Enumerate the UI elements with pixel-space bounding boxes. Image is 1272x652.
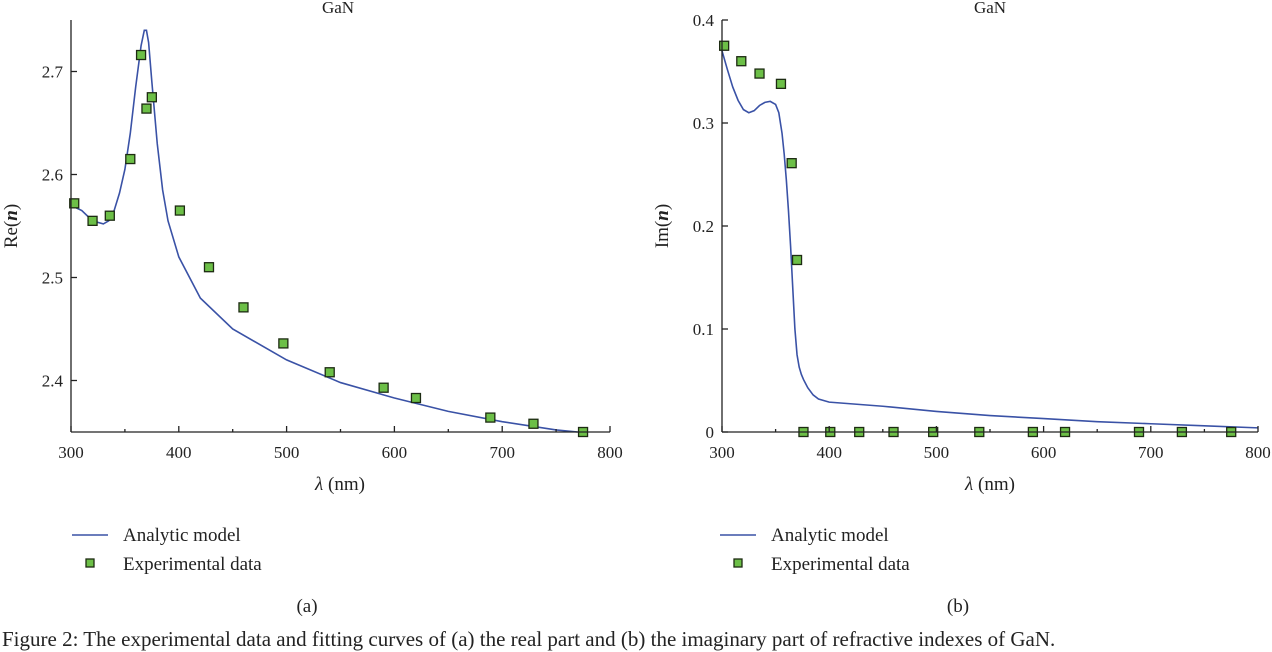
panel-a-label: (a): [296, 596, 317, 617]
panel-b-x-tick-label: 600: [1031, 443, 1057, 462]
panel-a-legend: Analytic model Experimental data: [72, 525, 262, 575]
panel-b-y-tick-label: 0.2: [693, 217, 714, 236]
panel-b-legend-marker-swatch: [733, 558, 743, 568]
panel-a-x-axis-title: λ (nm): [314, 474, 365, 495]
panel-a-data-point: [174, 205, 186, 216]
panel-a-y-tick-label: 2.4: [42, 372, 64, 391]
panel-b-x-tick-label: 500: [924, 443, 950, 462]
panel-b-y-axis-var: n: [652, 210, 673, 221]
panel-a-data-point: [125, 153, 136, 165]
panel-b-y-tick-label: 0: [706, 423, 715, 442]
panel-b-title: GaN: [974, 0, 1006, 17]
panel-b-y-tick-label: 0.4: [693, 11, 715, 30]
panel-a-x-tick-label: 600: [382, 443, 408, 462]
panel-a-y-axis-title: Re(n): [1, 204, 22, 248]
panel-a-x-tick-label: 400: [166, 443, 192, 462]
panel-a-y-tick-label: 2.7: [42, 63, 64, 82]
panel-a-y-axis-var: n: [1, 210, 22, 221]
panel-a-y-axis-suffix: ): [1, 204, 22, 210]
panel-a-data-point: [141, 103, 152, 114]
panel-a-real-part: GaN 300 400 500 600 700 800 2.4 2.5 2.6 2.7 λ (nm…: [1, 0, 623, 617]
panel-a-data-point: [203, 262, 215, 273]
panel-a-plot-area: [69, 29, 589, 438]
panel-b-y-axis-title: Im(n): [652, 204, 673, 248]
panel-a-legend-data-label: Experimental data: [123, 554, 262, 575]
panel-b-legend-data-label: Experimental data: [771, 554, 910, 575]
panel-b-data-point: [718, 40, 730, 51]
panel-a-data-point: [410, 392, 422, 404]
panel-a-data-point: [378, 382, 389, 393]
panel-a-x-tick-label: 300: [58, 443, 84, 462]
panel-a-data-point: [528, 418, 539, 429]
panel-b-x-axis-unit: (nm): [973, 474, 1015, 495]
panel-b-y-axis-prefix: Im(: [652, 221, 673, 248]
panel-b-legend: Analytic model Experimental data: [720, 525, 910, 575]
panel-a-data-point: [69, 198, 80, 209]
panel-a-y-axis-prefix: Re(: [1, 221, 22, 248]
panel-b-x-tick-label: 800: [1245, 443, 1271, 462]
panel-a-legend-marker-swatch: [85, 558, 95, 568]
panel-b-x-axis-title: λ (nm): [964, 474, 1015, 495]
panel-b-ticks: 300 400 500 600 700 800 0 0.1 0.2 0.3 0.4: [693, 11, 1271, 462]
panel-b-x-tick-label: 300: [709, 443, 735, 462]
panel-a-data-point: [135, 49, 147, 61]
panel-a-title: GaN: [322, 0, 354, 17]
panel-a-y-tick-label: 2.6: [42, 166, 63, 185]
panel-b-model-line: [721, 50, 1259, 429]
panel-a-data-point: [485, 412, 496, 423]
panel-a-data-point: [104, 210, 115, 221]
panel-b-x-tick-label: 400: [816, 443, 842, 462]
panel-b-y-axis-suffix: ): [652, 204, 673, 210]
panel-a-x-tick-label: 700: [489, 443, 515, 462]
panel-a-x-tick-label: 500: [274, 443, 300, 462]
panel-b-plot-area: [718, 40, 1259, 438]
panel-b-data-point: [736, 56, 747, 67]
panel-b-y-tick-label: 0.1: [693, 320, 714, 339]
panel-b-data-point: [754, 68, 765, 79]
panel-a-data-point: [87, 215, 98, 227]
panel-a-legend-model-label: Analytic model: [123, 525, 241, 546]
panel-b-y-tick-label: 0.3: [693, 114, 714, 133]
panel-b-legend-model-label: Analytic model: [771, 525, 889, 546]
panel-a-x-tick-label: 800: [597, 443, 623, 462]
panel-a-ticks: 300 400 500 600 700 800 2.4 2.5 2.6 2.7: [42, 63, 623, 463]
panel-b-data-point: [791, 254, 803, 266]
panel-a-data-point: [238, 302, 249, 313]
panel-a-data-point: [146, 92, 158, 103]
panel-b-label: (b): [947, 596, 969, 617]
panel-a-y-tick-label: 2.5: [42, 269, 63, 288]
panel-b-data-point: [775, 78, 787, 90]
panel-a-x-axis-unit: (nm): [323, 474, 365, 495]
panel-a-data-point: [278, 338, 289, 349]
panel-b-imaginary-part: GaN 300 400 500 600 700 800 0 0.1 0.2 0.3 0.4 λ (n…: [652, 0, 1271, 617]
panel-b-x-axis-symbol: λ: [964, 474, 973, 495]
panel-a-model-line: [70, 29, 578, 433]
panel-a-data-point: [324, 367, 335, 378]
panel-b-data-point: [786, 158, 797, 169]
panel-b-x-tick-label: 700: [1138, 443, 1164, 462]
figure-caption: Figure 2: The experimental data and fitt…: [2, 627, 1055, 651]
panel-a-x-axis-symbol: λ: [314, 474, 323, 495]
